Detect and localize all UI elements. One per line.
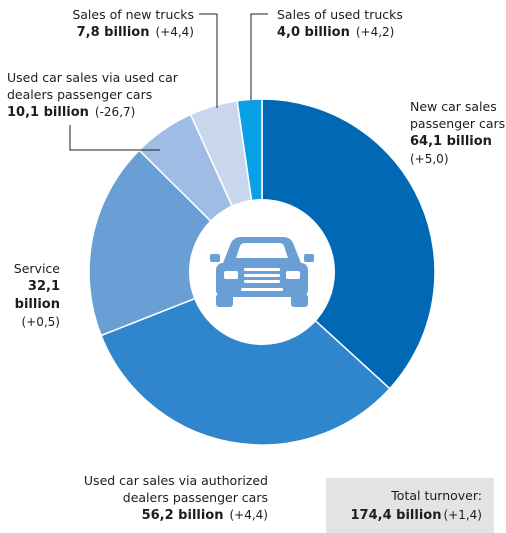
label-name-2: passenger cars (410, 116, 506, 131)
label-name-2: dealers passenger cars (122, 490, 268, 505)
label-service: Service 32,1 billion (+0,5) (0, 260, 60, 331)
total-change: (+1,4) (443, 508, 482, 522)
slice-authorized-dealers (100, 271, 391, 446)
label-name: Used car sales via authorized (83, 473, 268, 488)
leader-line-used-dealers (69, 125, 160, 151)
label-name: Sales of new trucks (72, 7, 194, 22)
label-change: (+4,4) (229, 508, 268, 522)
label-name-2: dealers passenger cars (7, 87, 153, 102)
leader-lines (69, 13, 268, 151)
label-change: (+5,0) (410, 152, 449, 166)
label-new-trucks: Sales of new trucks 7,8 billion (+4,4) (72, 6, 194, 41)
label-change: (+0,5) (21, 315, 60, 329)
label-name: Sales of used trucks (277, 7, 403, 22)
label-change: (+4,2) (355, 25, 395, 39)
donut-slices (88, 98, 436, 446)
label-change: (+4,4) (155, 25, 194, 39)
leader-line-new-trucks (199, 13, 218, 108)
label-used-car-dealers: Used car sales via used car dealers pass… (7, 69, 178, 121)
label-value: 10,1 billion (7, 105, 89, 120)
label-name: New car sales (410, 99, 497, 114)
label-value: 32,1 billion (14, 279, 60, 312)
total-label: Total turnover: (391, 488, 482, 503)
leader-line-used-trucks (250, 13, 268, 100)
slice-new-cars (261, 98, 436, 390)
label-value: 4,0 billion (277, 25, 350, 40)
label-authorized-dealers: Used car sales via authorized dealers pa… (84, 472, 268, 524)
label-change: (-26,7) (94, 105, 136, 119)
total-value: 174,4 billion (350, 508, 442, 523)
label-value: 7,8 billion (76, 25, 150, 40)
label-name: Used car sales via used car (7, 70, 178, 85)
label-name: Service (13, 261, 60, 276)
label-new-cars: New car sales passenger cars 64,1 billio… (410, 98, 505, 168)
total-turnover-box: Total turnover: 174,4 billion (+1,4) (326, 478, 494, 533)
label-value: 64,1 billion (410, 134, 492, 149)
car-front-icon (210, 237, 314, 307)
label-value: 56,2 billion (141, 508, 224, 523)
slice-service (88, 149, 264, 337)
label-used-trucks: Sales of used trucks 4,0 billion (+4,2) (277, 6, 403, 41)
